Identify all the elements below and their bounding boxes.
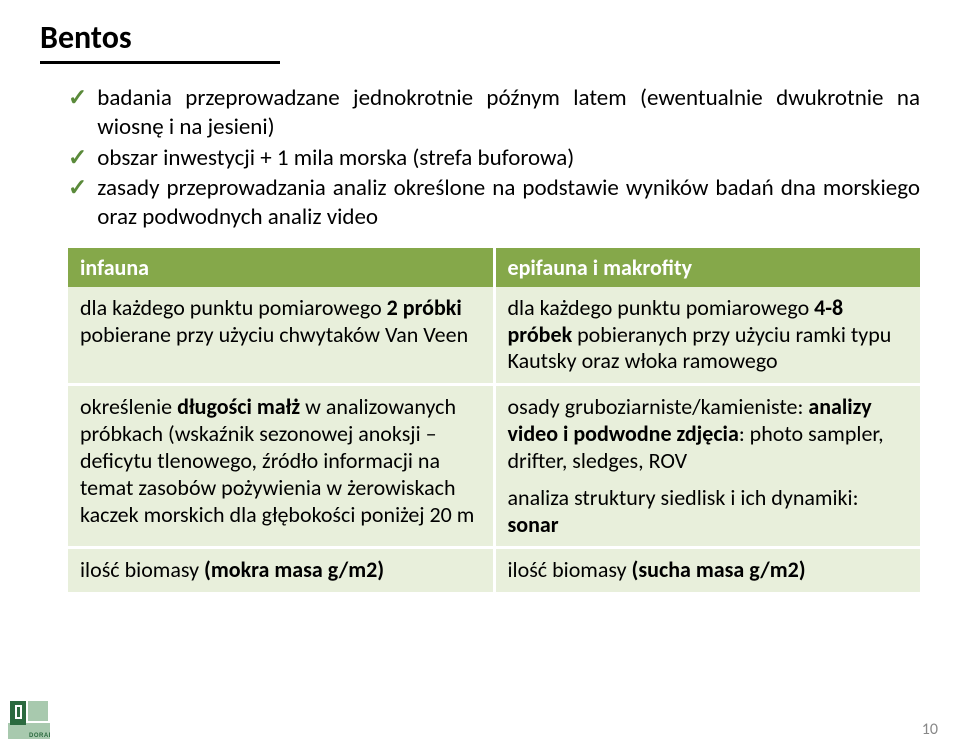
page-number: 10 <box>922 720 938 739</box>
slide-title: Bentos <box>40 18 920 57</box>
cell-pre: ilość biomasy <box>80 556 204 583</box>
check-icon: ✓ <box>68 144 87 173</box>
table-cell: dla każdego punktu pomiarowego 4-8 próbe… <box>494 287 920 385</box>
bullet-text: zasady przeprowadzania analiz określone … <box>97 174 920 232</box>
table-cell: ilość biomasy (mokra masa g/m2) <box>68 548 494 594</box>
table-row: określenie długości małż w analizowanych… <box>68 385 920 548</box>
cell-paragraph: osady gruboziarniste/kamieniste: analizy… <box>508 394 909 474</box>
title-underline <box>40 61 280 64</box>
svg-text:DORADZTWO: DORADZTWO <box>29 733 50 739</box>
cell-bold: 2 próbki <box>387 294 462 321</box>
company-logo-icon: DORADZTWO <box>8 699 50 739</box>
table-cell: ilość biomasy (sucha masa g/m2) <box>494 548 920 594</box>
cell-paragraph: analiza struktury siedlisk i ich dynamik… <box>508 485 909 539</box>
table-cell: określenie długości małż w analizowanych… <box>68 385 494 548</box>
cell-bold: długości małż <box>177 393 300 420</box>
bullet-list: ✓ badania przeprowadzane jednokrotnie pó… <box>68 84 920 232</box>
bullet-item: ✓ zasady przeprowadzania analiz określon… <box>68 174 920 232</box>
table-header-epifauna: epifauna i makrofity <box>494 248 920 287</box>
cell-bold: sonar <box>508 511 559 538</box>
table-row: dla każdego punktu pomiarowego 2 próbki … <box>68 287 920 385</box>
cell-post: pobierane przy użyciu chwytaków Van Veen <box>80 321 468 348</box>
bullet-item: ✓ obszar inwestycji + 1 mila morska (str… <box>68 144 920 173</box>
cell-pre: analiza struktury siedlisk i ich dynamik… <box>508 484 859 511</box>
cell-bold: (sucha masa g/m2) <box>632 556 806 583</box>
table-cell: dla każdego punktu pomiarowego 2 próbki … <box>68 287 494 385</box>
bullet-text: badania przeprowadzane jednokrotnie późn… <box>97 84 920 142</box>
table-header-row: infauna epifauna i makrofity <box>68 248 920 287</box>
bullet-text: obszar inwestycji + 1 mila morska (stref… <box>97 144 920 173</box>
cell-pre: określenie <box>80 393 177 420</box>
cell-pre: osady gruboziarniste/kamieniste: <box>508 393 809 420</box>
bullet-item: ✓ badania przeprowadzane jednokrotnie pó… <box>68 84 920 142</box>
cell-pre: ilość biomasy <box>508 556 632 583</box>
check-icon: ✓ <box>68 84 87 113</box>
cell-bold: (mokra masa g/m2) <box>204 556 384 583</box>
table-row: ilość biomasy (mokra masa g/m2) ilość bi… <box>68 548 920 594</box>
table-header-infauna: infauna <box>68 248 494 287</box>
check-icon: ✓ <box>68 174 87 203</box>
cell-pre: dla każdego punktu pomiarowego <box>508 294 815 321</box>
cell-pre: dla każdego punktu pomiarowego <box>80 294 387 321</box>
table-cell: osady gruboziarniste/kamieniste: analizy… <box>494 385 920 548</box>
comparison-table: infauna epifauna i makrofity dla każdego… <box>68 248 920 595</box>
